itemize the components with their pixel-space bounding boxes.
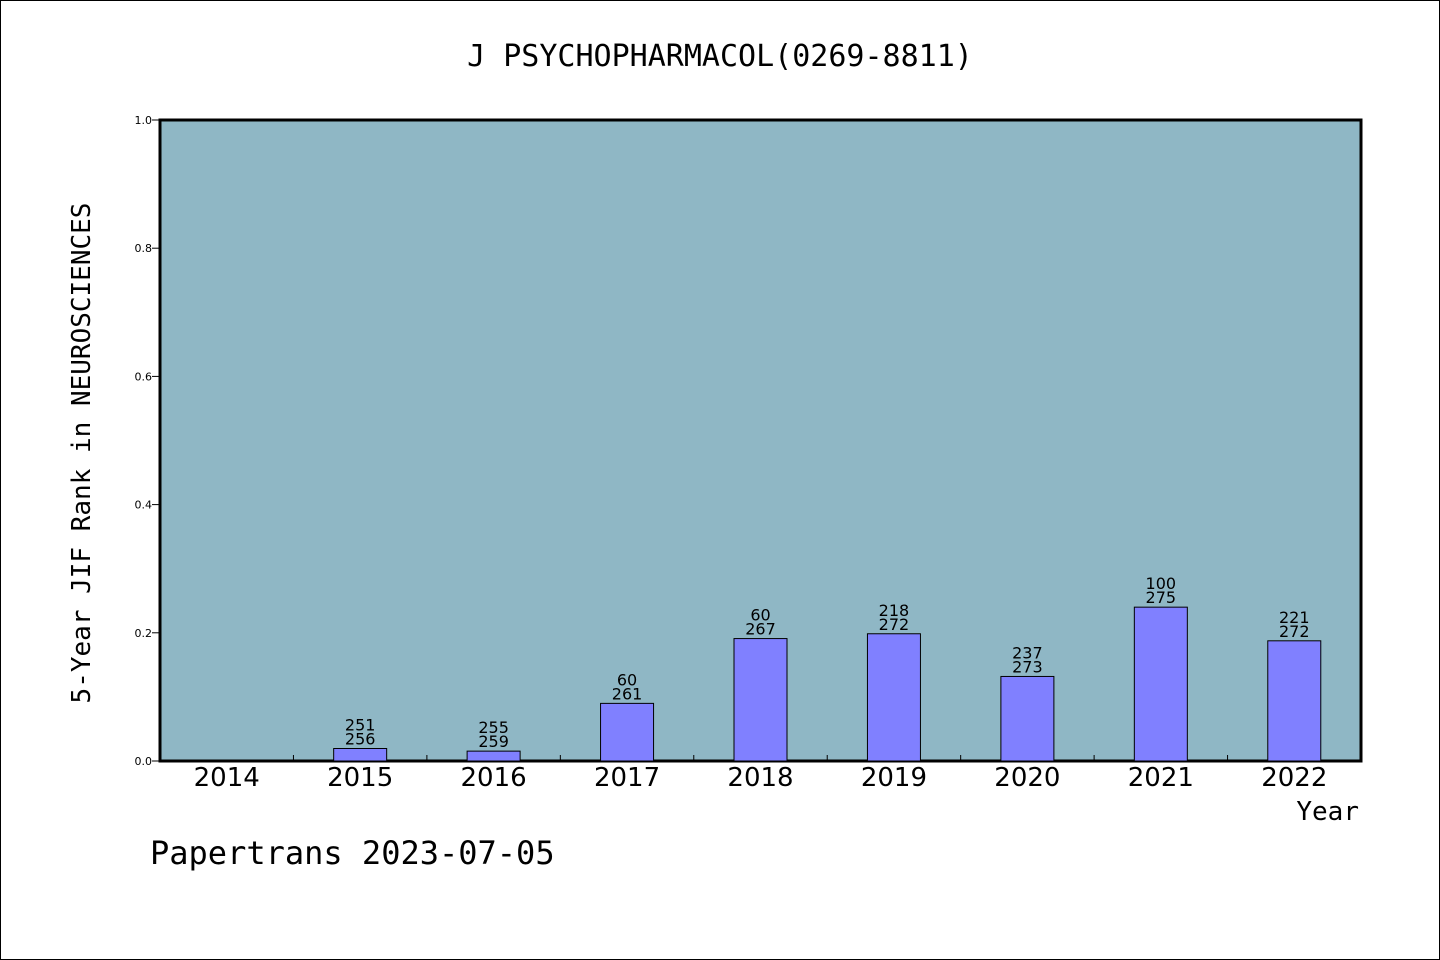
y-tick-label: 0.0 xyxy=(135,755,153,768)
bar-data-label: 275 xyxy=(1146,588,1177,607)
bar-data-label: 267 xyxy=(745,620,776,639)
bar-data-label: 60 xyxy=(617,670,637,689)
bar-2019 xyxy=(866,633,921,762)
y-tick-label: 0.2 xyxy=(135,627,153,640)
x-tick-label: 2018 xyxy=(727,763,793,793)
x-tick-label: 2014 xyxy=(194,763,260,793)
bar-data-label: 272 xyxy=(1279,622,1310,641)
bar-2022 xyxy=(1267,640,1322,762)
chart-title: J PSYCHOPHARMACOL(0269-8811) xyxy=(467,39,973,74)
x-tick-label: 2017 xyxy=(594,763,660,793)
bar-2021 xyxy=(1133,606,1188,762)
bar-2020 xyxy=(1000,675,1055,762)
bar-data-label: 218 xyxy=(879,601,910,620)
bar-data-label: 272 xyxy=(879,615,910,634)
x-tick-label: 2021 xyxy=(1128,763,1194,793)
bar-data-label: 237 xyxy=(1012,643,1043,662)
x-tick-label: 2019 xyxy=(861,763,927,793)
bar-labels: 2512562552596026160267218272237273100275… xyxy=(345,574,1310,751)
x-axis-ticks: 2014 2015 2016 2017 2018 2019 2020 2021 2022 xyxy=(194,755,1327,793)
bar-2015 xyxy=(333,748,388,762)
x-tick-label: 2016 xyxy=(461,763,527,793)
bar-data-label: 100 xyxy=(1146,574,1177,593)
bar-data-label: 256 xyxy=(345,730,376,749)
bars xyxy=(333,606,1322,762)
x-tick-label: 2020 xyxy=(994,763,1060,793)
y-tick-label: 1.0 xyxy=(135,114,153,127)
bar-data-label: 255 xyxy=(478,718,509,737)
bar-data-label: 60 xyxy=(750,606,770,625)
bar-data-label: 259 xyxy=(478,732,509,751)
bar-data-label: 221 xyxy=(1279,608,1310,627)
y-axis-label: 5-Year JIF Rank in NEUROSCIENCES xyxy=(67,203,97,704)
watermark-text: Papertrans 2023-07-05 xyxy=(150,834,555,872)
x-tick-label: 2022 xyxy=(1261,763,1327,793)
bar-2017 xyxy=(600,702,655,762)
bar-2018 xyxy=(733,638,788,762)
x-axis-label: Year xyxy=(1296,797,1359,827)
y-tick-label: 0.6 xyxy=(135,370,153,383)
y-tick-label: 0.4 xyxy=(135,499,153,512)
y-axis-ticks: 0.0 0.2 0.4 0.6 0.8 1.0 xyxy=(135,114,160,768)
y-tick-label: 0.8 xyxy=(135,242,153,255)
bar-data-label: 261 xyxy=(612,684,643,703)
bar-data-label: 273 xyxy=(1012,657,1043,676)
x-tick-label: 2015 xyxy=(327,763,393,793)
bar-data-label: 251 xyxy=(345,716,376,735)
bar-2016 xyxy=(466,750,521,762)
